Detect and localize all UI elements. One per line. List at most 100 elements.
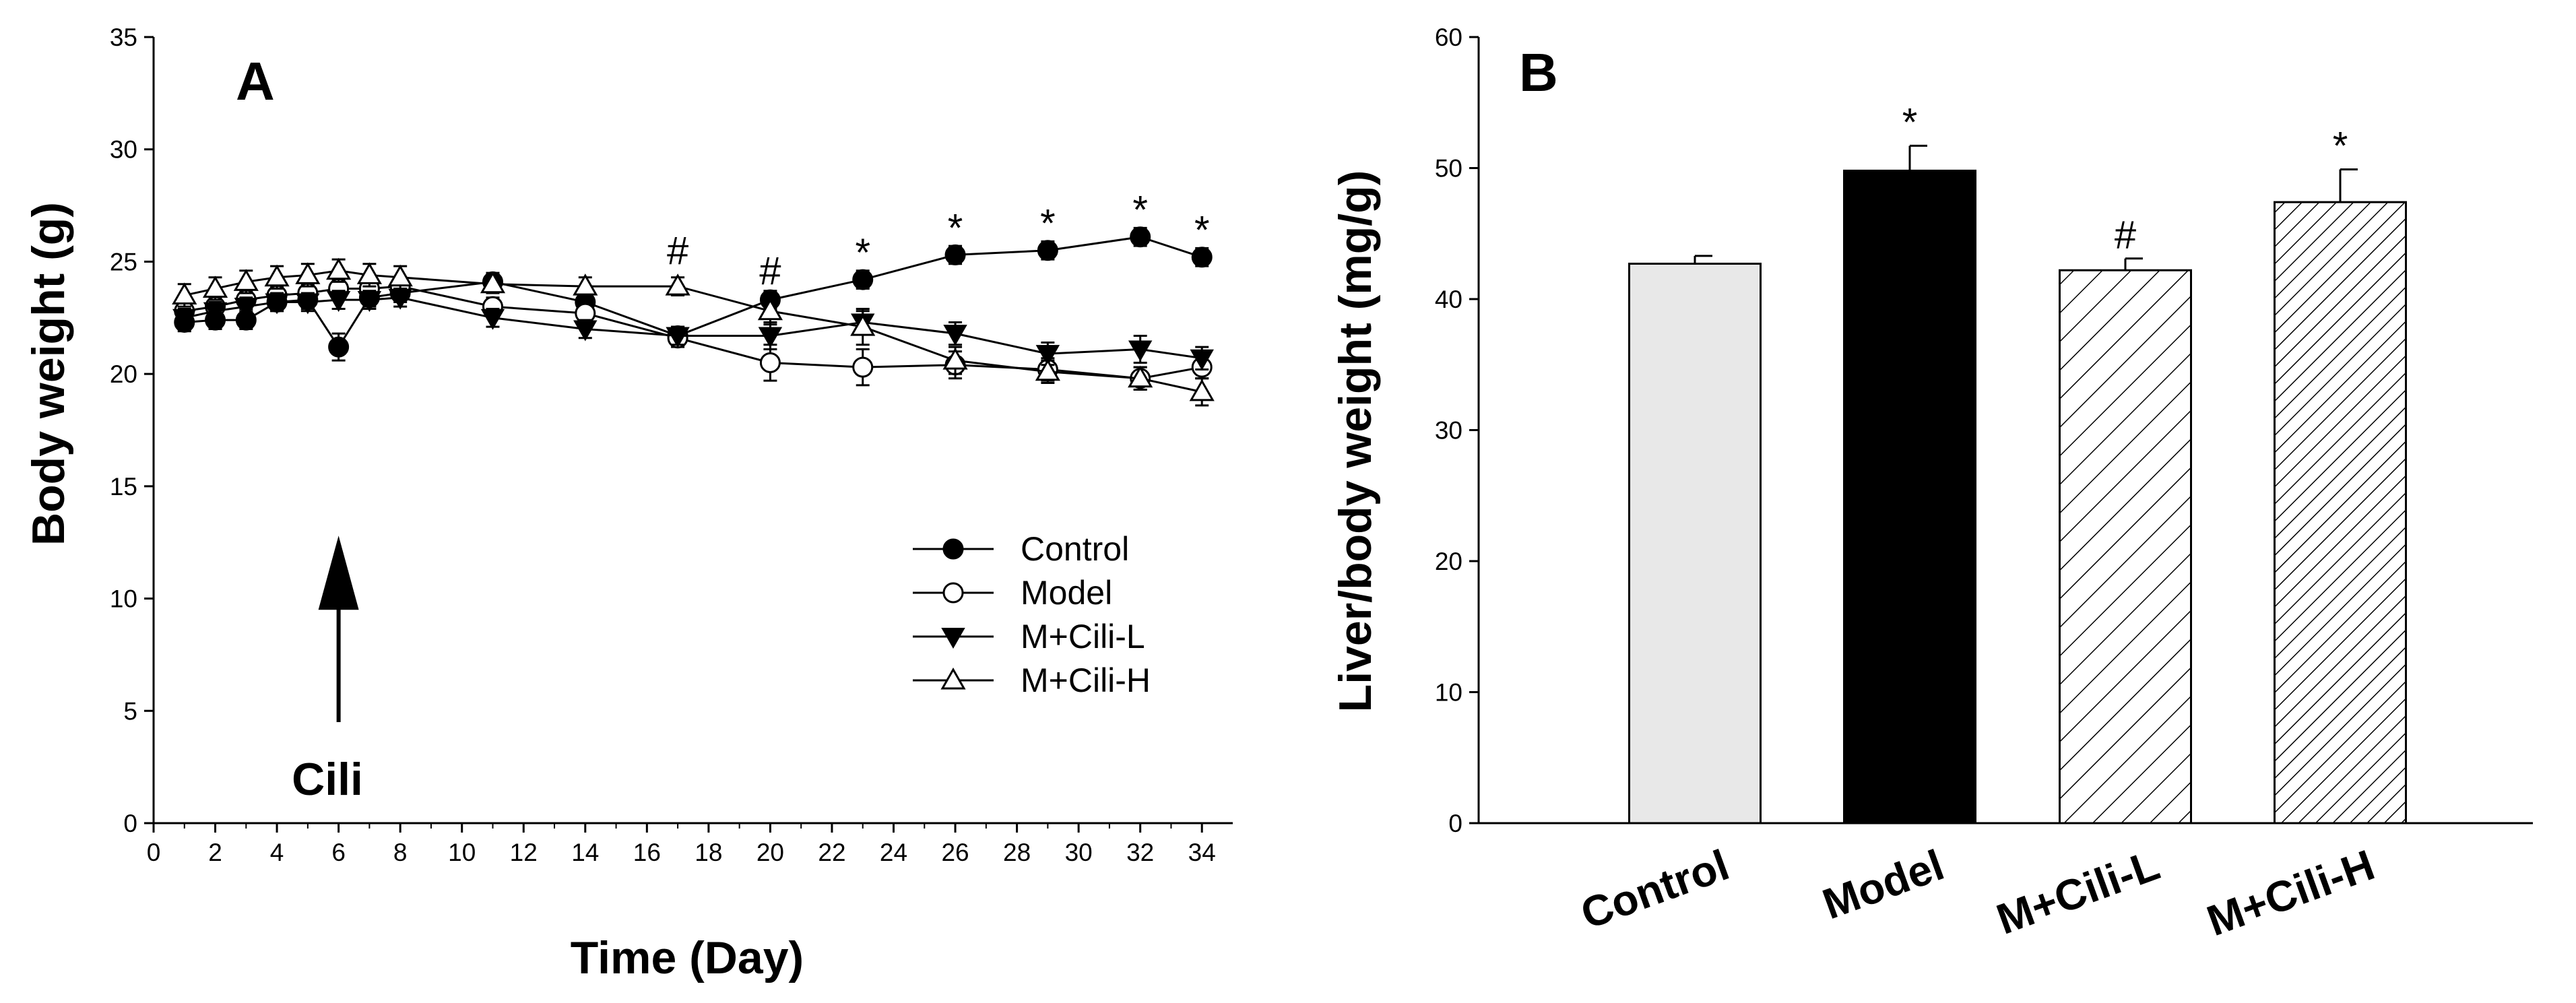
data-point: [852, 356, 874, 378]
panel-a-y-tick-label: 30: [110, 136, 137, 164]
legend-marker: [941, 628, 965, 649]
panel-a-y-tick-label: 0: [123, 810, 137, 837]
bar-control: [1628, 262, 1762, 824]
panel-a-x-tick-label: 18: [695, 839, 722, 866]
panel-a-x-tick-label: 12: [510, 839, 538, 866]
data-point: [1035, 358, 1060, 381]
legend-label: Control: [1021, 530, 1129, 568]
series-m-cili-h: [172, 257, 1215, 407]
panel-a-significance-mark: *: [1194, 209, 1210, 253]
series-m-cili-l: [172, 287, 1214, 370]
panel-b-y-tick-label: 30: [1435, 417, 1462, 445]
panel-a-y-tick-label: 35: [110, 24, 137, 51]
bar-significance-mark: #: [2115, 214, 2136, 257]
panel-a-annotations: # # * * * * *: [667, 189, 1210, 293]
data-point: [480, 309, 505, 330]
panel-a-x-tick-label: 6: [331, 839, 346, 866]
category-label-control: Control: [1574, 840, 1735, 938]
data-point: [666, 327, 690, 348]
data-point: [757, 298, 783, 321]
panel-a-ylabel: Body weight (g): [23, 202, 74, 546]
legend-label: M+Cili-H: [1021, 661, 1151, 699]
data-point: [202, 276, 228, 298]
data-point: [203, 302, 228, 323]
data-point: [1191, 247, 1213, 268]
panel-a-x-tick-label: 2: [208, 839, 222, 866]
panel-a-x-tick-label: 32: [1126, 839, 1154, 866]
legend-marker: [942, 582, 964, 604]
data-point: [852, 269, 874, 290]
data-point: [1128, 340, 1153, 362]
panel-b-y-tick-label: 40: [1435, 286, 1462, 313]
data-point: [943, 325, 967, 346]
panel-a-significance-mark: *: [1040, 202, 1056, 246]
panel-a-x-tick-label: 20: [756, 839, 784, 866]
data-point: [759, 352, 781, 373]
panel-a-xlabel: Time (Day): [571, 932, 804, 983]
cili-arrow-label: Cili: [292, 754, 363, 805]
panel-a-x-tick-label: 10: [448, 839, 476, 866]
data-point: [1190, 349, 1214, 370]
panel-a-x-tick-label: 26: [941, 839, 969, 866]
data-point: [758, 327, 783, 348]
panel-b-bars: * # *: [1628, 100, 2407, 824]
data-point: [942, 348, 968, 370]
panel-a-x-tick-label: 4: [270, 839, 284, 866]
panel-a-x-tick-label: 16: [633, 839, 661, 866]
panel-b-label: B: [1519, 42, 1558, 102]
panel-a-x-tick-label: 8: [393, 839, 408, 866]
data-point: [172, 309, 197, 330]
panel-a-x-tick-label: 24: [880, 839, 907, 866]
panel-a-significance-mark: *: [855, 231, 870, 275]
data-point: [1128, 365, 1153, 388]
data-point: [573, 273, 598, 296]
legend-marker: [940, 667, 966, 690]
panel-a-y-tick-label: 15: [110, 473, 137, 500]
panel-b-y-tick-label: 50: [1435, 155, 1462, 183]
data-point: [172, 282, 197, 304]
bar-significance-mark: *: [1902, 100, 1918, 144]
data-point: [1037, 240, 1058, 261]
panel-a-x-tick-label: 30: [1065, 839, 1093, 866]
panel-a-y-tick-label: 10: [110, 585, 137, 613]
panel-b-category-labels: Control Model M+Cili-L M+Cili-H: [1574, 840, 2380, 945]
panel-a-x-tick-label: 0: [147, 839, 161, 866]
category-label-model: Model: [1816, 840, 1950, 928]
panel-a-axes: 0 2 4 6 8 10 12 14 16 18 20 22 24 26 28 30 32 34051015202…: [110, 24, 1233, 866]
data-point: [480, 271, 506, 294]
data-point: [328, 336, 350, 358]
panel-a-significance-mark: #: [759, 249, 781, 293]
data-point: [234, 298, 259, 319]
data-point: [850, 314, 876, 336]
panel-b-bar-chart: B Liver/body weight (mg/g) 0 10 20 30 40 50 60…: [1330, 24, 2533, 945]
data-point: [357, 291, 382, 313]
data-point: [356, 262, 382, 284]
bar-m-cili-l: [2059, 269, 2192, 824]
panel-a-y-tick-label: 5: [123, 697, 137, 725]
bar-significance-mark: *: [2333, 124, 2348, 168]
panel-a-x-tick-label: 28: [1003, 839, 1031, 866]
bar-model: [1843, 169, 1976, 824]
panel-a-y-tick-label: 20: [110, 360, 137, 388]
panel-a-significance-mark: *: [948, 206, 963, 250]
category-label-m-cili-l: M+Cili-L: [1991, 840, 2166, 943]
panel-a-x-tick-label: 22: [818, 839, 845, 866]
data-point: [944, 244, 966, 265]
legend-label: M+Cili-L: [1021, 618, 1145, 655]
data-point: [264, 264, 290, 287]
data-point: [665, 273, 690, 296]
panel-a-legend: Control Model M+Cili-L M+Cili-H: [913, 530, 1151, 699]
data-point: [265, 293, 289, 315]
panel-a-significance-mark: #: [667, 229, 688, 273]
panel-a-series: [172, 226, 1215, 407]
data-point: [233, 269, 259, 291]
data-point: [1130, 226, 1151, 248]
panel-b-y-tick-label: 10: [1435, 679, 1462, 707]
data-point: [387, 264, 413, 287]
panel-b-ylabel: Liver/body weight (mg/g): [1330, 170, 1381, 713]
panel-a-x-tick-label: 14: [571, 839, 599, 866]
panel-b-y-tick-label: 60: [1435, 24, 1462, 51]
data-point: [573, 320, 598, 342]
